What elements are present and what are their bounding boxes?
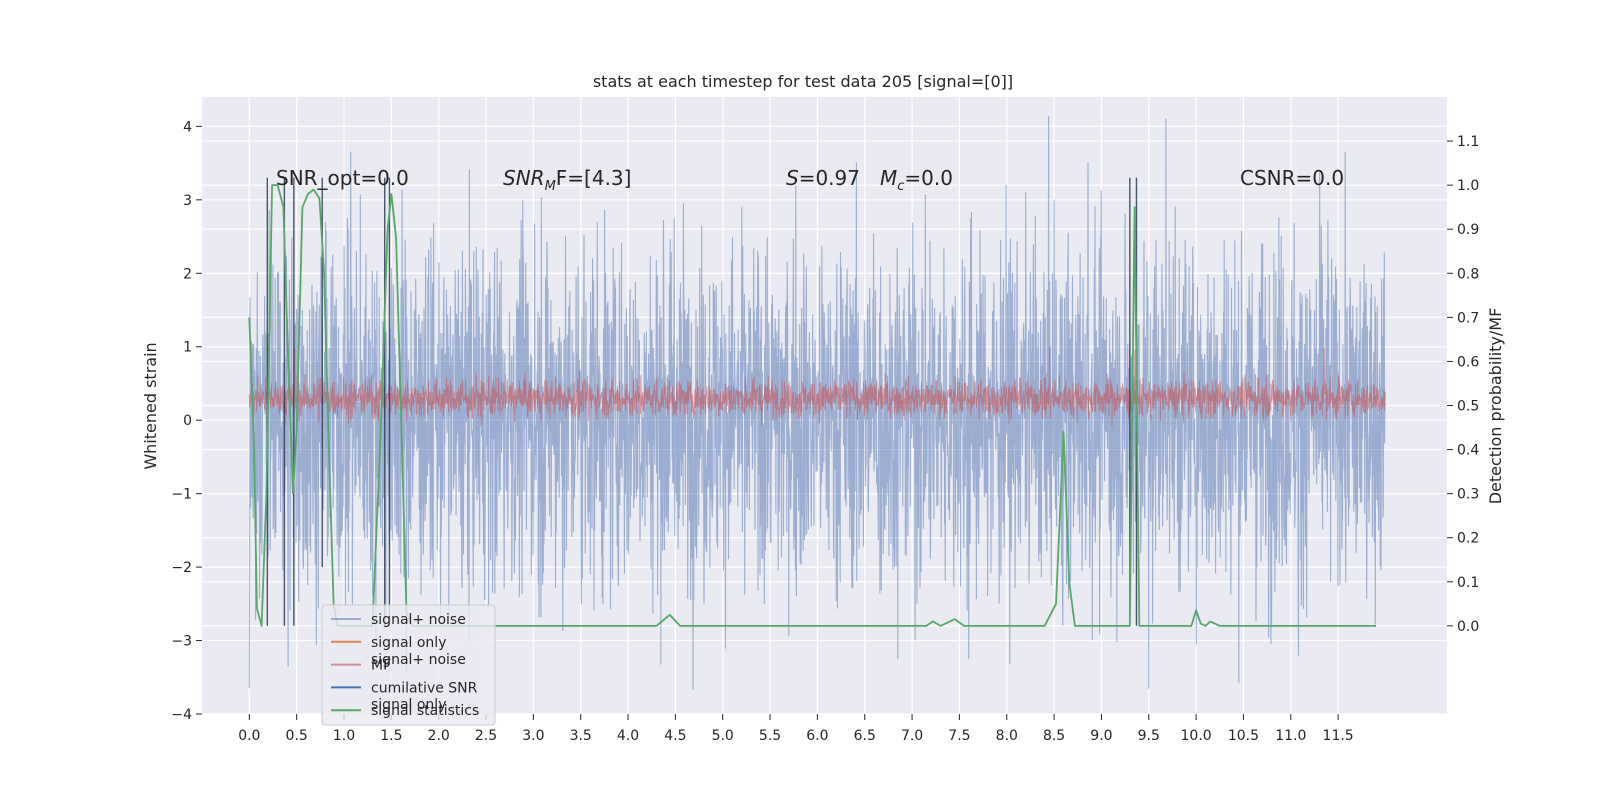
x-tick-label: 10.0 [1181,728,1212,744]
mf-line [248,346,1386,427]
y-tick-label: −1 [171,487,192,503]
x-tick-label: 2.0 [428,728,450,744]
annotation-csnr: CSNR=0.0 [1240,166,1344,190]
y-tick-label: −2 [171,560,192,576]
x-tick-label: 8.5 [1043,728,1065,744]
mc-symbol: M [880,166,897,190]
x-tick-label: 2.5 [475,728,497,744]
x-tick-label: 1.0 [333,728,355,744]
x-tick-label: 6.0 [806,728,828,744]
y-tick-label: 0 [183,413,192,429]
x-tick-label: 3.0 [522,728,544,744]
y-tick-label: 2 [183,266,192,282]
y-tick-label: 1 [183,340,192,356]
chart-title: stats at each timestep for test data 205… [593,72,1013,91]
y2-tick-label: 1.1 [1457,134,1479,150]
y2-tick-label: 0.2 [1457,531,1479,547]
legend-label: signal+ noise [371,612,466,628]
x-axis: 0.0 0.5 1.0 1.5 2.0 2.5 3.0 3.5 4.0 4.5 5.0 5.5 6.0 6… [238,714,1354,744]
legend-label: signal statistics [371,703,479,719]
y2-tick-label: 0.6 [1457,354,1479,370]
x-tick-label: 0.0 [238,728,260,744]
mf-series [248,346,1386,427]
legend-ghost-label-1: signal+ noise [371,652,466,668]
x-tick-label: 4.5 [664,728,686,744]
x-tick-label: 5.0 [712,728,734,744]
signal-statistics-series [248,184,1376,627]
y-axis-label: Whitened strain [141,342,160,469]
s-value: =0.97 [799,166,860,190]
legend-label: signal only [371,635,446,651]
mc-subscript: c [897,179,904,194]
legend-ghost-label-2: signal only [371,697,446,713]
legend-frame [321,604,496,726]
y2-tick-label: 0.8 [1457,266,1479,282]
legend-label: MF [371,658,391,674]
x-tick-label: 1.5 [380,728,402,744]
x-tick-label: 9.5 [1138,728,1160,744]
x-tick-label: 8.0 [996,728,1018,744]
annotation-snr-mf: SNRMF=[4.3] [503,166,631,194]
y2-tick-label: 0.7 [1457,310,1479,326]
snr-mf-symbol: SNR [503,166,545,190]
annotation-s: S=0.97 [786,166,860,190]
y-axis-right: 0.0 0.1 0.2 0.3 0.4 0.5 0.6 0.7 0.8 0.9 1.0 1.1 [1447,134,1479,635]
mc-value: =0.0 [904,166,953,190]
x-tick-label: 7.5 [948,728,970,744]
signal-noise-series [248,116,1386,690]
y2-tick-label: 0.0 [1457,619,1479,635]
y2-tick-label: 0.3 [1457,487,1479,503]
x-tick-label: 7.0 [901,728,923,744]
y-tick-label: −4 [171,707,192,723]
x-tick-label: 0.5 [286,728,308,744]
x-tick-label: 4.0 [617,728,639,744]
x-tick-label: 11.0 [1275,728,1306,744]
legend-label: cumilative SNR [371,680,478,696]
s-symbol: S [786,166,799,190]
y-axis-right-label: Detection probability/MF [1486,308,1505,505]
x-tick-label: 5.5 [759,728,781,744]
x-tick-label: 9.0 [1090,728,1112,744]
y2-tick-label: 0.9 [1457,222,1479,238]
x-tick-label: 6.5 [854,728,876,744]
y2-tick-label: 0.5 [1457,399,1479,415]
y-tick-label: −3 [171,634,192,650]
y-axis-left: −4 −3 −2 −1 0 1 2 3 4 [171,119,202,723]
y2-tick-label: 0.1 [1457,575,1479,591]
y-tick-label: 4 [183,119,192,135]
annotation-snr-opt: SNR_opt=0.0 [276,166,409,190]
y-tick-label: 3 [183,193,192,209]
legend: signal+ noise signal only signal+ noises… [321,604,496,726]
x-tick-label: 3.5 [570,728,592,744]
x-tick-label: 11.5 [1323,728,1354,744]
y2-tick-label: 0.4 [1457,443,1479,459]
snr-mf-subscript: M [545,179,556,194]
signal-statistics-line [248,184,1376,627]
signal-noise-line [248,116,1386,690]
annotation-mc: Mc=0.0 [880,166,953,194]
x-tick-label: 10.5 [1228,728,1259,744]
snr-mf-value: F=[4.3] [556,166,632,190]
y2-tick-label: 1.0 [1457,178,1479,194]
